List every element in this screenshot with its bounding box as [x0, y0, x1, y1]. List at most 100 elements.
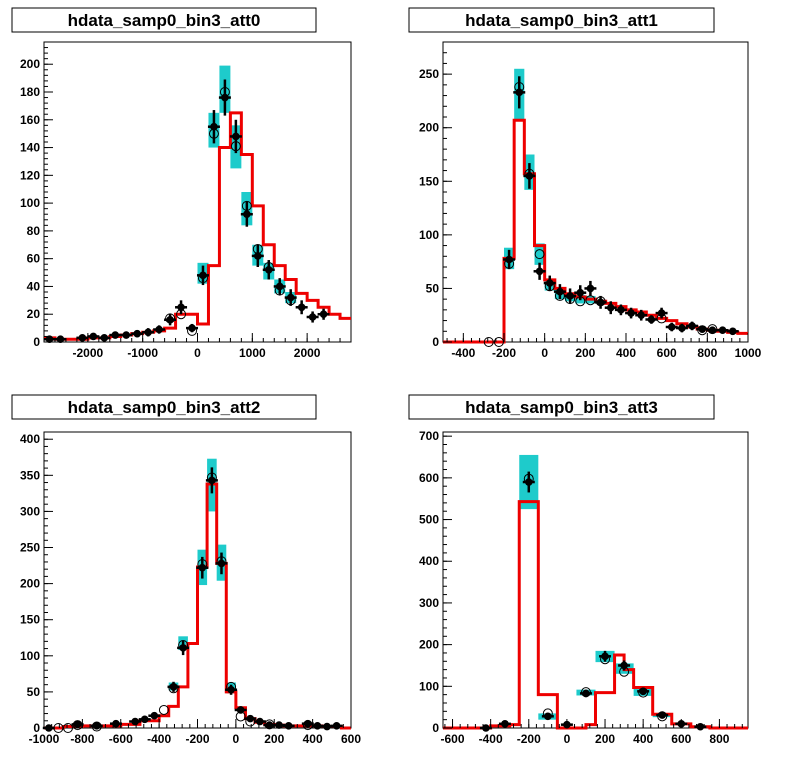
data-point [647, 315, 656, 324]
y-tick-label: 0 [33, 721, 40, 735]
data-point [728, 327, 737, 336]
x-tick-label: -600 [109, 732, 133, 746]
data-point [169, 683, 178, 691]
data-point [297, 303, 306, 312]
data-point [144, 328, 152, 337]
x-tick-label: 200 [264, 732, 284, 746]
chart-panel-0: hdata_samp0_bin3_att0 0 20 40 60 80 100 120 140 1… [11, 7, 352, 360]
y-tick-label: 20 [27, 307, 41, 321]
data-point [319, 310, 328, 319]
chart-title: hdata_samp0_bin3_att3 [465, 398, 658, 417]
open-point [493, 337, 504, 347]
data-point [482, 724, 490, 732]
data-point [265, 721, 274, 729]
data-point [505, 255, 513, 264]
data-point [208, 476, 216, 485]
data-point [308, 313, 317, 321]
y-tick-label: 60 [27, 252, 41, 266]
y-tick-label: 200 [20, 577, 40, 591]
data-point [284, 722, 293, 730]
data-point [166, 315, 174, 324]
y-tick-label: 200 [419, 121, 439, 135]
y-tick-label: 100 [419, 679, 439, 693]
y-tick-label: 150 [419, 174, 439, 188]
data-point [199, 271, 207, 280]
y-tick-label: 350 [20, 468, 40, 482]
y-tick-label: 250 [419, 67, 439, 81]
y-tick-label: 100 [20, 196, 40, 210]
data-point [232, 132, 240, 141]
x-tick-label: 0 [541, 346, 548, 360]
x-tick-label: 0 [233, 732, 240, 746]
data-point [217, 559, 226, 568]
y-tick-label: 200 [419, 638, 439, 652]
x-tick-label: -400 [479, 732, 503, 746]
y-tick-label: 0 [432, 721, 439, 735]
y-tick-label: 0 [33, 335, 40, 349]
x-tick-label: -400 [147, 732, 171, 746]
data-point [73, 720, 82, 729]
data-point [606, 303, 615, 312]
data-point [112, 719, 120, 728]
y-tick-label: 600 [419, 471, 439, 485]
open-point [534, 249, 545, 260]
x-tick-label: -800 [70, 732, 94, 746]
data-point [582, 689, 590, 698]
data-point [275, 721, 283, 729]
data-point [657, 309, 666, 317]
y-tick-label: 0 [432, 335, 439, 349]
plot-frame [43, 41, 352, 343]
x-tick-label: -400 [451, 346, 475, 360]
data-point [78, 334, 87, 342]
x-tick-label: -1000 [29, 732, 60, 746]
data-point [243, 210, 251, 219]
data-point [227, 685, 235, 694]
y-tick-label: 160 [20, 113, 40, 127]
open-point [62, 723, 73, 733]
x-tick-label: 400 [616, 346, 636, 360]
data-point [56, 335, 65, 344]
x-tick-label: 400 [633, 732, 653, 746]
data-point [627, 309, 635, 317]
data-point [100, 334, 109, 342]
data-point [256, 717, 264, 726]
chart-panel-1: hdata_samp0_bin3_att1 0 50 100 150 200 250 -400… [408, 7, 762, 360]
chart-title: hdata_samp0_bin3_att1 [465, 11, 658, 30]
uncertainty-band [534, 243, 545, 265]
x-tick-label: -200 [517, 732, 541, 746]
data-point [221, 93, 229, 102]
x-tick-label: 600 [341, 732, 361, 746]
x-tick-label: 800 [709, 732, 729, 746]
y-tick-label: 40 [27, 279, 41, 293]
chart-title-box [408, 394, 715, 420]
data-point [501, 720, 509, 728]
data-point [637, 311, 646, 320]
data-point [188, 324, 196, 332]
data-point [133, 329, 141, 338]
data-point [698, 325, 707, 333]
chart-title-box [11, 7, 317, 33]
x-tick-label: 800 [697, 346, 717, 360]
data-point [275, 282, 284, 291]
chart-panel-2: hdata_samp0_bin3_att2 0 50 100 150 200 250 300 3… [11, 394, 361, 746]
x-tick-label: 2000 [294, 346, 321, 360]
data-point [45, 335, 54, 344]
data-point [286, 293, 295, 302]
y-tick-label: 300 [419, 596, 439, 610]
data-point [210, 122, 218, 131]
data-point [254, 252, 262, 260]
data-point [304, 719, 312, 728]
chart-title-box [11, 394, 317, 420]
data-point [525, 172, 534, 180]
y-tick-label: 120 [20, 168, 40, 182]
y-tick-label: 150 [20, 613, 40, 627]
data-point [111, 331, 120, 339]
data-point [688, 322, 696, 330]
data-point [236, 706, 245, 714]
chart-title: hdata_samp0_bin3_att0 [68, 11, 261, 30]
y-tick-label: 50 [426, 281, 440, 295]
x-tick-label: 400 [303, 732, 323, 746]
data-point [708, 326, 717, 335]
data-point [524, 478, 533, 486]
